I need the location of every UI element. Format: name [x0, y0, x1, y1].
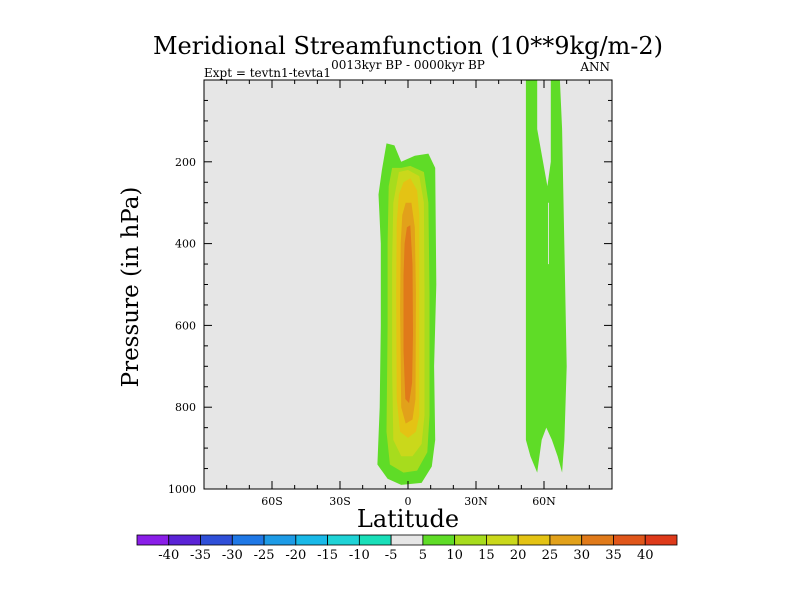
y-tick-label: 600 [175, 319, 196, 332]
x-tick-label: 0 [405, 495, 412, 508]
y-tick-label: 800 [175, 401, 196, 414]
colorbar-swatch [327, 534, 360, 546]
southern-negative-strip-2 [247, 80, 252, 440]
colorbar-swatch [454, 534, 487, 546]
colorbar-label: -5 [385, 548, 398, 563]
colorbar-label: 25 [542, 548, 559, 563]
x-axis-label: Latitude [357, 505, 459, 533]
colorbar-label: -20 [285, 548, 306, 563]
colorbar-swatch [549, 534, 583, 546]
colorbar-swatch [613, 534, 646, 546]
colorbar-swatch [422, 534, 456, 546]
colorbar-swatch [644, 534, 678, 546]
chart-title: Meridional Streamfunction (10**9kg/m-2) [153, 32, 663, 60]
colorbar-label: 35 [605, 548, 622, 563]
colorbar-label: -40 [158, 548, 179, 563]
experiment-label: Expt = tevtn1-tevta1 [204, 66, 331, 80]
colorbar-swatch [200, 534, 233, 546]
axis-ticks: 200 400 600 800 1000 60S 30S 0 30N 60N [168, 79, 613, 508]
y-tick-label: 1000 [168, 483, 196, 496]
colorbar-swatch [390, 534, 424, 546]
tropical-cell-level-30 [403, 225, 413, 404]
colorbar-label: 10 [446, 548, 463, 563]
colorbar-swatch [581, 534, 614, 546]
northern-negative-streak-2 [569, 80, 572, 130]
colorbar-swatch [295, 534, 328, 546]
southern-negative-strip-1 [221, 80, 232, 428]
northern-negative-lobe [469, 251, 491, 440]
y-axis-label: Pressure (in hPa) [118, 187, 144, 388]
colorbar: -40 -35 -30 -25 -20 -15 -10 -5 5 10 15 20 25 30 35 40 [136, 534, 678, 563]
colorbar-swatch [517, 534, 551, 546]
y-tick-label: 400 [175, 238, 196, 251]
colorbar-label: -35 [190, 548, 211, 563]
colorbar-label: -15 [317, 548, 338, 563]
colorbar-label: 40 [637, 548, 654, 563]
x-tick-label: 60S [261, 495, 283, 508]
colorbar-label: -30 [222, 548, 243, 563]
colorbar-swatch [136, 534, 170, 546]
x-tick-label: 30S [329, 495, 351, 508]
x-tick-label: 30N [464, 495, 488, 508]
contour-fill-layer [221, 80, 576, 485]
colorbar-swatch [168, 534, 201, 546]
colorbar-label: 15 [478, 548, 495, 563]
northern-negative-streak-1 [548, 202, 549, 265]
colorbar-label: -10 [349, 548, 370, 563]
colorbar-swatch [263, 534, 297, 546]
colorbar-label: -25 [254, 548, 275, 563]
y-tick-label: 200 [175, 156, 196, 169]
season-label: ANN [579, 60, 610, 74]
colorbar-swatch [358, 534, 392, 546]
period-label: 0013kyr BP - 0000kyr BP [331, 58, 485, 72]
colorbar-label: 20 [510, 548, 527, 563]
colorbar-swatch [231, 534, 265, 546]
northern-negative-streak-3 [574, 80, 576, 215]
northern-positive-column [525, 80, 567, 473]
colorbar-swatch [486, 534, 519, 546]
colorbar-label: 5 [419, 548, 427, 563]
x-tick-label: 60N [532, 495, 556, 508]
colorbar-label: 30 [573, 548, 590, 563]
